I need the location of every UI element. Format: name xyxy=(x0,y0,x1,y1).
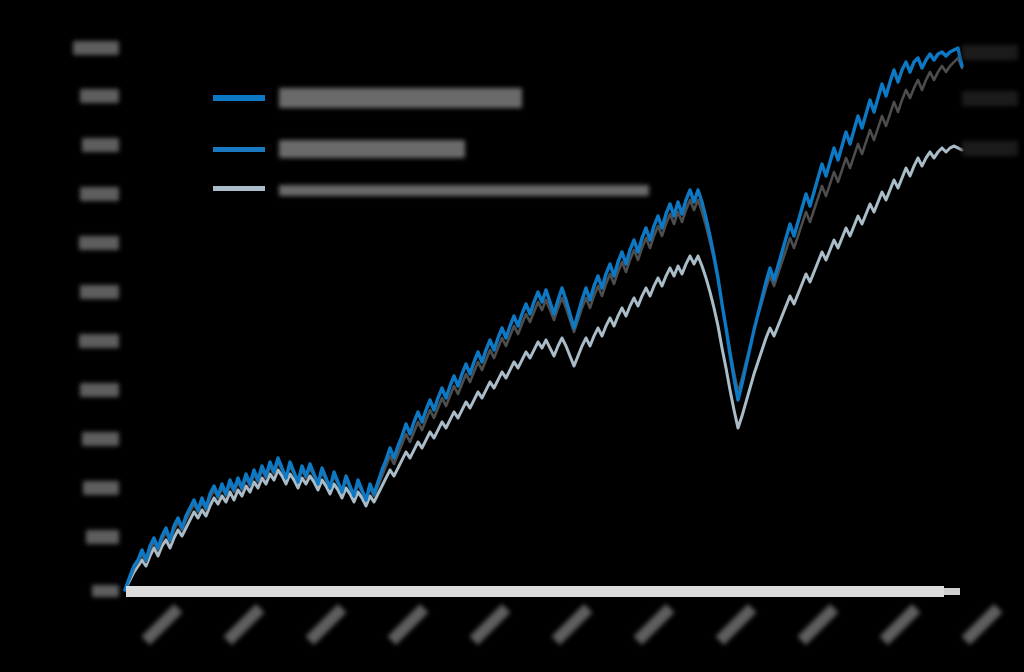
series-line-reference xyxy=(123,144,964,592)
legend-label-primary: ██████████████████ xyxy=(279,88,522,108)
legend-swatch-reference xyxy=(213,186,265,191)
y-axis-tick-label: █████ xyxy=(79,334,119,348)
series-end-label-benchmark: █████ xyxy=(962,91,1018,106)
legend-item-primary[interactable]: ██████████████████ xyxy=(213,88,522,108)
y-axis-tick-label: █████ xyxy=(80,285,119,299)
y-axis-tick-label: █████ xyxy=(79,236,119,250)
legend-item-reference[interactable]: ██████████████████████████████████████ xyxy=(213,183,649,196)
series-line-primary xyxy=(123,46,964,592)
series-line-benchmark xyxy=(123,56,964,592)
y-axis-tick-label-zero: █████ xyxy=(92,585,119,597)
y-axis-tick-label: █████ xyxy=(80,187,119,201)
x-axis-baseline xyxy=(126,586,944,597)
legend-swatch-primary xyxy=(213,95,265,101)
x-axis-baseline-tail xyxy=(944,588,960,595)
y-axis-tick-label: █████ xyxy=(73,41,119,55)
legend-item-benchmark[interactable]: ██████████████ xyxy=(213,140,465,158)
y-axis-tick-label: █████ xyxy=(83,481,119,495)
legend-swatch-benchmark xyxy=(213,146,265,152)
y-axis-tick-label: █████ xyxy=(80,383,119,397)
legend-label-benchmark: ██████████████ xyxy=(279,140,465,158)
legend-label-reference: ██████████████████████████████████████ xyxy=(279,185,649,196)
y-axis-tick-label: █████ xyxy=(86,530,119,544)
series-end-label-reference: █████ xyxy=(962,141,1018,156)
y-axis-tick-label: █████ xyxy=(82,138,119,152)
y-axis-tick-label: █████ xyxy=(80,89,119,103)
series-end-label-primary: █████ xyxy=(962,45,1018,60)
y-axis-tick-label: █████ xyxy=(82,432,119,446)
